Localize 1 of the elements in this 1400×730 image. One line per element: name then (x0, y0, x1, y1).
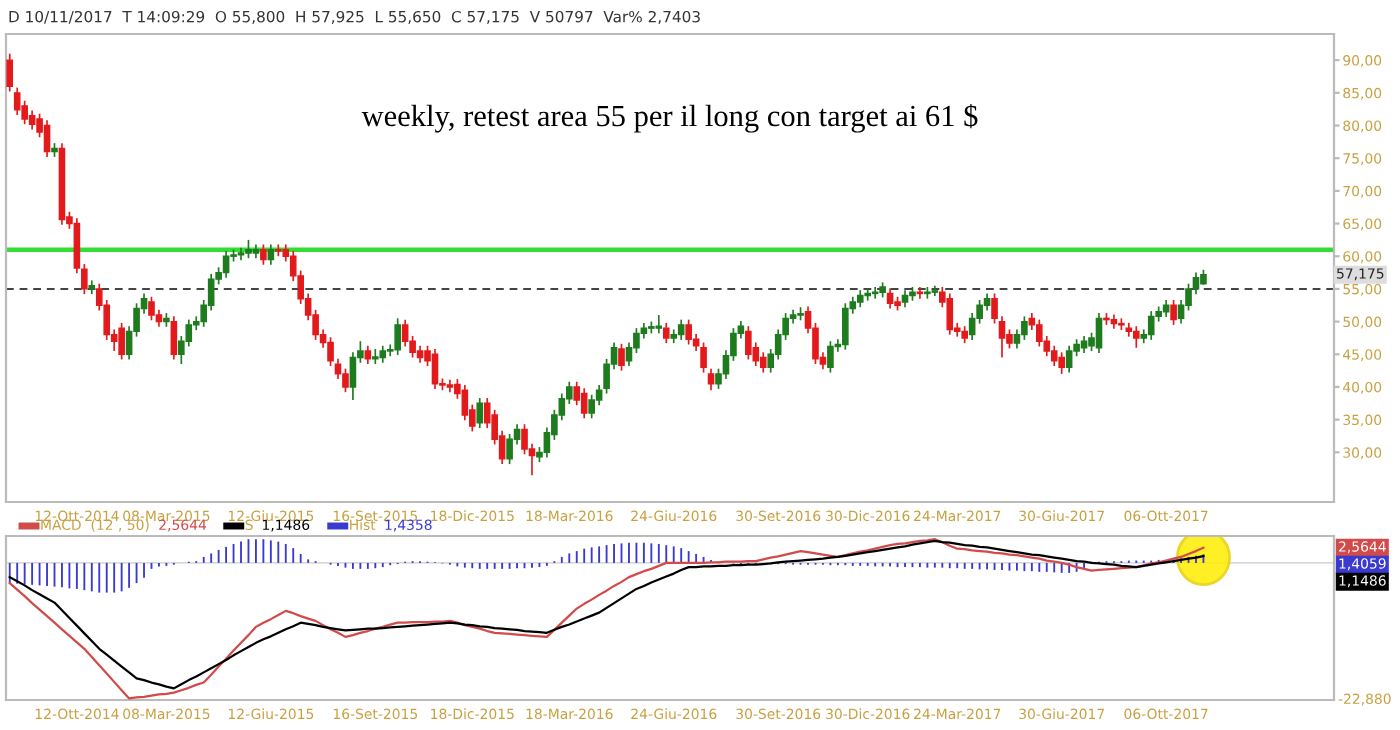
annotation: weekly, retest area 55 per il long con target ai 61 $ (361, 103, 978, 133)
